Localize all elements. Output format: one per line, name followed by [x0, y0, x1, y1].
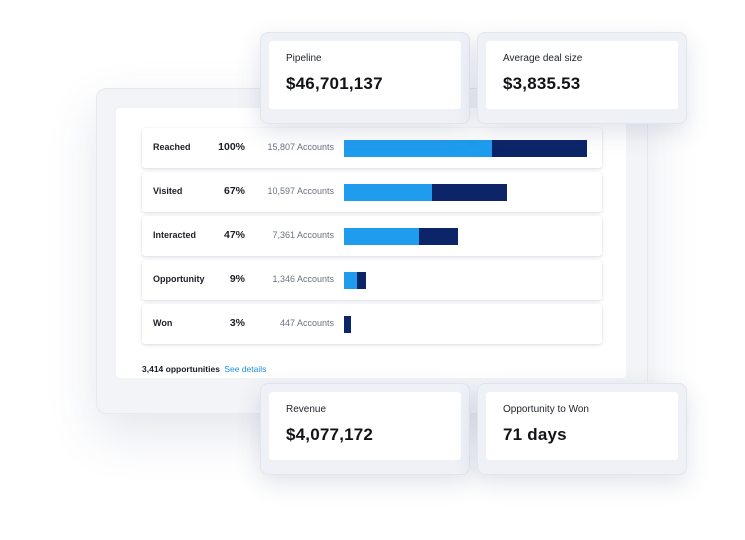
funnel-row-opportunity[interactable]: Opportunity 9% 1,346 Accounts	[142, 260, 602, 300]
funnel-bar-light-segment	[344, 272, 357, 289]
stage-label: Opportunity	[153, 274, 205, 284]
revenue-metric-frame: Revenue $4,077,172	[260, 383, 470, 475]
funnel-bar	[344, 272, 366, 289]
funnel-bar-light-segment	[344, 228, 419, 245]
stage-accounts: 1,346 Accounts	[272, 274, 334, 284]
funnel-bar	[344, 316, 351, 333]
funnel-bar	[344, 184, 507, 201]
opportunities-summary: 3,414 opportunities See details	[142, 364, 266, 374]
pipeline-metric-card: Pipeline $46,701,137	[269, 41, 461, 109]
stage-label: Visited	[153, 186, 183, 196]
stage-label: Interacted	[153, 230, 197, 240]
opp-to-won-metric-card: Opportunity to Won 71 days	[486, 392, 678, 460]
stage-accounts: 15,807 Accounts	[267, 142, 334, 152]
stage-accounts: 10,597 Accounts	[267, 186, 334, 196]
stage-percent: 100%	[218, 141, 245, 153]
funnel-row-won[interactable]: Won 3% 447 Accounts	[142, 304, 602, 344]
funnel-bar-track	[344, 184, 589, 201]
funnel-bar-dark-segment	[357, 272, 366, 289]
opportunities-count: 3,414 opportunities	[142, 364, 220, 374]
funnel-bar-track	[344, 228, 589, 245]
see-details-link[interactable]: See details	[224, 364, 267, 374]
stage-label: Reached	[153, 142, 191, 152]
metric-label: Average deal size	[503, 53, 583, 64]
funnel-bar-light-segment	[344, 184, 432, 201]
funnel-bar-dark-segment	[432, 184, 507, 201]
stage-percent: 9%	[229, 273, 245, 285]
stage-label: Won	[153, 318, 173, 328]
funnel-rows: Reached 100% 15,807 Accounts Visited 67%…	[142, 128, 602, 348]
funnel-bar-dark-segment	[344, 316, 351, 333]
stage-percent: 3%	[229, 317, 245, 329]
stage-percent: 67%	[223, 185, 245, 197]
stage-accounts: 7,361 Accounts	[272, 230, 334, 240]
funnel-bar	[344, 228, 458, 245]
revenue-metric-card: Revenue $4,077,172	[269, 392, 461, 460]
avg-deal-metric-frame: Average deal size $3,835.53	[477, 32, 687, 124]
funnel-bar-track	[344, 140, 589, 157]
stage-percent: 47%	[223, 229, 245, 241]
metric-value: $4,077,172	[286, 425, 374, 444]
funnel-bar-dark-segment	[419, 228, 458, 245]
avg-deal-metric-card: Average deal size $3,835.53	[486, 41, 678, 109]
metric-label: Revenue	[286, 404, 327, 415]
funnel-row-reached[interactable]: Reached 100% 15,807 Accounts	[142, 128, 602, 168]
opp-to-won-metric-frame: Opportunity to Won 71 days	[477, 383, 687, 475]
funnel-bar-dark-segment	[492, 140, 587, 157]
funnel-bar-track	[344, 272, 589, 289]
funnel-card: Reached 100% 15,807 Accounts Visited 67%…	[116, 108, 626, 378]
funnel-row-visited[interactable]: Visited 67% 10,597 Accounts	[142, 172, 602, 212]
funnel-bar-light-segment	[344, 140, 492, 157]
stage-accounts: 447 Accounts	[279, 318, 334, 328]
funnel-bar-track	[344, 316, 589, 333]
funnel-row-interacted[interactable]: Interacted 47% 7,361 Accounts	[142, 216, 602, 256]
funnel-bar	[344, 140, 587, 157]
metric-label: Opportunity to Won	[503, 404, 589, 415]
pipeline-metric-frame: Pipeline $46,701,137	[260, 32, 470, 124]
metric-value: 71 days	[503, 425, 567, 444]
metric-value: $3,835.53	[503, 74, 581, 93]
metric-label: Pipeline	[286, 53, 322, 64]
metric-value: $46,701,137	[286, 74, 383, 93]
